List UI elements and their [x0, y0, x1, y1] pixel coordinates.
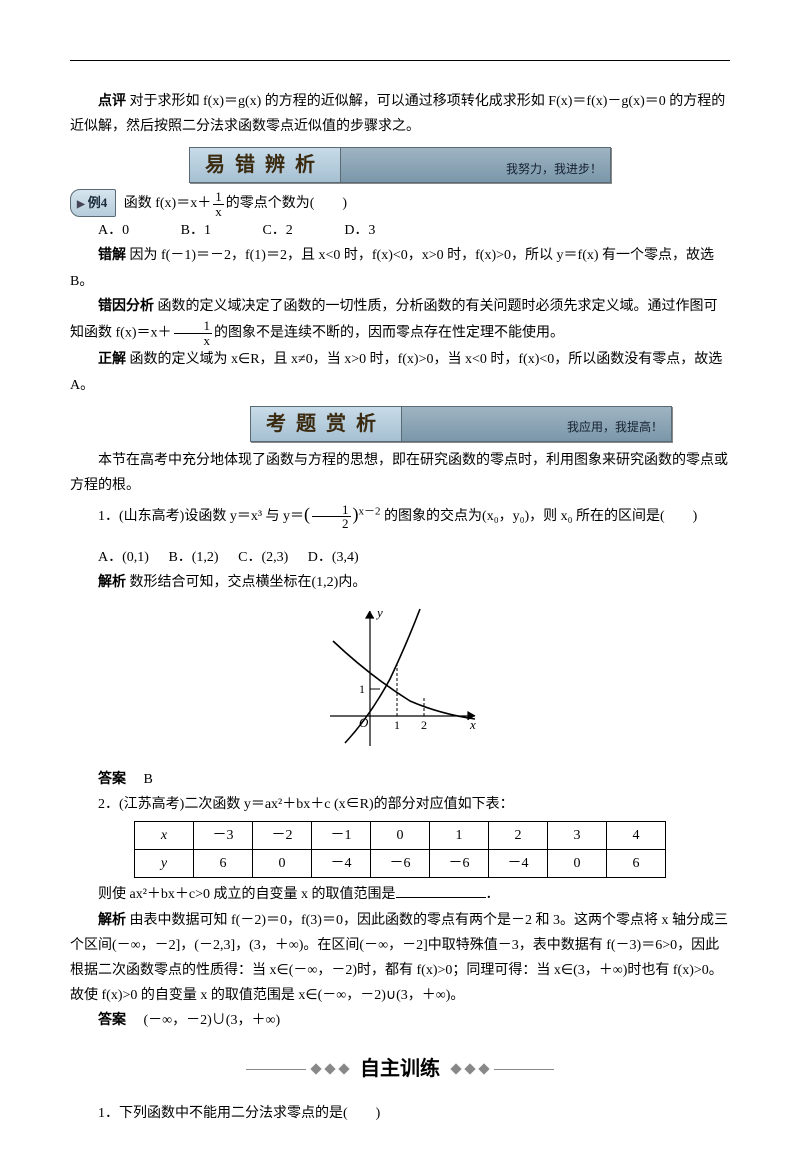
- label-two: 2: [421, 718, 427, 732]
- q1-options: A．(0,1) B．(1,2) C．(2,3) D．(3,4): [70, 545, 730, 570]
- correct-para: 正解 函数的定义域为 x∈R，且 x≠0，当 x>0 时，f(x)>0，当 x<…: [70, 347, 730, 397]
- q2-prefix: 2．(江苏高考)二次函数 y＝ax²＋bx＋c (x∈R)的部分对应值如下表：: [98, 797, 514, 812]
- wrong-label: 错解: [98, 248, 126, 263]
- q1-opt-c: C．(2,3): [238, 550, 288, 565]
- q2-answer-label: 答案: [98, 1013, 126, 1028]
- q1-line: 1．(山东高考)设函数 y＝x³ 与 y＝(12)x－2 的图象的交点为(x₀，…: [70, 498, 730, 531]
- example4-line: 例4 函数 f(x)＝x＋1x的零点个数为( ): [70, 189, 730, 218]
- correct-label: 正解: [98, 352, 126, 367]
- diamond-icon: [478, 1064, 489, 1075]
- diamond-icon: [464, 1064, 475, 1075]
- cause-label: 错因分析: [98, 299, 154, 314]
- cause-text-b: 的图象不是连续不断的，因而零点存在性定理不能使用。: [214, 325, 564, 340]
- q2-explain-text: 由表中数据可知 f(－2)＝0，f(3)＝0，因此函数的零点有两个是－2 和 3…: [70, 913, 728, 1004]
- graph-wrap: O 1 2 1 x y: [70, 601, 730, 760]
- section-title: 自主训练: [360, 1051, 440, 1087]
- label-one: 1: [394, 718, 400, 732]
- cause-para: 错因分析 函数的定义域决定了函数的一切性质，分析函数的有关问题时必须先求定义域。…: [70, 294, 730, 347]
- train-q1-text: 1．下列函数中不能用二分法求零点的是( ): [98, 1106, 380, 1121]
- frac-1-over-x-2: 1x: [174, 319, 213, 347]
- comment-text: 对于求形如 f(x)＝g(x) 的方程的近似解，可以通过移项转化成求形如 F(x…: [70, 94, 725, 134]
- ex4-options: A．0 B．1 C．2 D．3: [70, 218, 730, 243]
- banner-left: 易错辨析: [190, 148, 341, 182]
- q2-table: x －3 －2 －1 0 1 2 3 4 y 6 0 －4 －6 －6 －4 0…: [134, 821, 666, 878]
- q1-suffix: 的图象的交点为(x₀，y₀)，则 x₀ 所在的区间是( ): [384, 509, 697, 524]
- frac-half: 12: [312, 503, 351, 531]
- opt-a: A．0: [98, 223, 129, 238]
- divider-line: [494, 1069, 554, 1070]
- q1-explain-label: 解析: [98, 575, 126, 590]
- q1-answer: 答案 B: [70, 767, 730, 792]
- table-row: y 6 0 －4 －6 －6 －4 0 6: [135, 850, 666, 878]
- wrong-text: 因为 f(－1)＝－2，f(1)＝2，且 x<0 时，f(x)<0，x>0 时，…: [70, 248, 714, 288]
- q1-opt-b: B．(1,2): [168, 550, 218, 565]
- blank-line: [396, 883, 486, 898]
- ex4-stem-a: 函数 f(x)＝x＋: [124, 196, 212, 211]
- banner-right: 我努力，我进步！: [341, 148, 610, 182]
- label-yone: 1: [359, 682, 365, 696]
- correct-text: 函数的定义域为 x∈R，且 x≠0，当 x>0 时，f(x)>0，当 x<0 时…: [70, 352, 722, 392]
- q1-answer-label: 答案: [98, 772, 126, 787]
- intro-para: 本节在高考中充分地体现了函数与方程的思想，即在研究函数的零点时，利用图象来研究函…: [70, 448, 730, 498]
- opt-c: C．2: [262, 223, 292, 238]
- banner-exam: 考题赏析 我应用，我提高！: [250, 406, 672, 442]
- q2-answer: 答案 (－∞，－2)∪(3，＋∞): [70, 1008, 730, 1033]
- opt-d: D．3: [344, 223, 375, 238]
- q1-explain-text: 数形结合可知，交点横坐标在(1,2)内。: [130, 575, 367, 590]
- banner2-right: 我应用，我提高！: [402, 407, 671, 441]
- diamond-icon: [324, 1064, 335, 1075]
- q1-explain: 解析 数形结合可知，交点横坐标在(1,2)内。: [70, 570, 730, 595]
- q2-then: 则使 ax²＋bx＋c>0 成立的自变量 x 的取值范围是．: [70, 882, 730, 907]
- intro-text: 本节在高考中充分地体现了函数与方程的思想，即在研究函数的零点时，利用图象来研究函…: [70, 453, 728, 493]
- comment-label: 点评: [98, 94, 126, 109]
- section-divider: 自主训练: [70, 1051, 730, 1087]
- wrong-para: 错解 因为 f(－1)＝－2，f(1)＝2，且 x<0 时，f(x)<0，x>0…: [70, 243, 730, 293]
- ex4-stem-b: 的零点个数为( ): [226, 196, 347, 211]
- q1-prefix: 1．(山东高考)设函数 y＝x³ 与 y＝: [98, 509, 304, 524]
- q2-explain-label: 解析: [98, 913, 126, 928]
- train-q1: 1．下列函数中不能用二分法求零点的是( ): [70, 1101, 730, 1126]
- q2-then-text: 则使 ax²＋bx＋c>0 成立的自变量 x 的取值范围是: [98, 887, 396, 902]
- diamond-icon: [450, 1064, 461, 1075]
- comment-para: 点评 对于求形如 f(x)＝g(x) 的方程的近似解，可以通过移项转化成求形如 …: [70, 89, 730, 139]
- q2-line: 2．(江苏高考)二次函数 y＝ax²＋bx＋c (x∈R)的部分对应值如下表：: [70, 792, 730, 817]
- q2-explain: 解析 由表中数据可知 f(－2)＝0，f(3)＝0，因此函数的零点有两个是－2 …: [70, 908, 730, 1009]
- divider-line: [246, 1069, 306, 1070]
- table-row: x －3 －2 －1 0 1 2 3 4: [135, 821, 666, 849]
- q1-sup: x－2: [359, 505, 381, 517]
- q1-answer-val: B: [144, 772, 153, 787]
- top-rule: [70, 60, 730, 61]
- example-tag: 例4: [70, 189, 116, 216]
- q1-opt-a: A．(0,1): [98, 550, 149, 565]
- label-o: O: [359, 715, 369, 730]
- diamond-icon: [338, 1064, 349, 1075]
- banner-mistake: 易错辨析 我努力，我进步！: [189, 147, 611, 183]
- label-x: x: [469, 717, 476, 732]
- opt-b: B．1: [181, 223, 211, 238]
- banner2-left: 考题赏析: [251, 407, 402, 441]
- q1-opt-d: D．(3,4): [308, 550, 359, 565]
- diamond-icon: [310, 1064, 321, 1075]
- frac-1-over-x: 1x: [213, 190, 224, 218]
- q2-answer-val: (－∞，－2)∪(3，＋∞): [144, 1013, 281, 1028]
- intersection-graph: O 1 2 1 x y: [315, 601, 485, 751]
- label-y: y: [375, 605, 383, 620]
